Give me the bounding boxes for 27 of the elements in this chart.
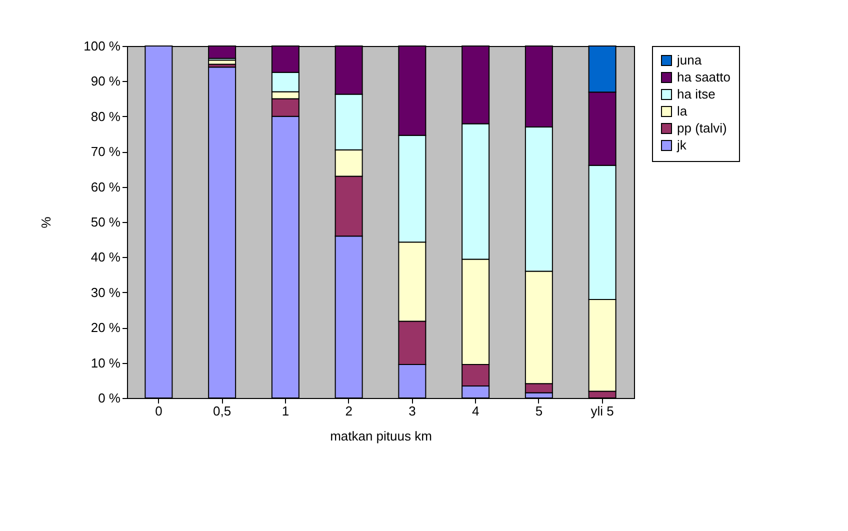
- y-tick-label: 90 %: [90, 74, 121, 89]
- y-tick-label: 60 %: [90, 179, 121, 194]
- legend-label: ha saatto: [677, 70, 730, 84]
- x-tick-label: 0,5: [213, 404, 232, 418]
- x-tick-label: 0: [155, 404, 162, 418]
- x-tick-label: 5: [535, 404, 543, 418]
- legend-label: la: [677, 104, 688, 118]
- y-tick-label: 20 %: [90, 320, 121, 336]
- x-tick-label: 2: [345, 404, 352, 418]
- y-axis-title: %: [38, 216, 54, 228]
- legend-label: juna: [676, 52, 702, 68]
- x-tick-label: 4: [472, 404, 480, 418]
- legend-label: ha itse: [677, 86, 716, 102]
- x-tick-label: yli 5: [590, 404, 614, 418]
- y-tick-label: 100 %: [84, 38, 121, 54]
- legend-label: jk: [676, 138, 687, 152]
- y-tick-label: 10 %: [90, 355, 121, 370]
- x-tick-label: 3: [408, 404, 416, 418]
- y-tick-label: 40 %: [90, 250, 121, 265]
- y-tick-label: 30 %: [90, 284, 121, 300]
- x-tick-label: 1: [282, 404, 290, 418]
- x-axis-title: matkan pituus km: [330, 428, 432, 444]
- y-tick-label: 0 %: [98, 390, 121, 406]
- legend-label: pp (talvi): [677, 120, 727, 136]
- y-tick-label: 80 %: [90, 108, 121, 124]
- y-tick-label: 50 %: [90, 214, 121, 230]
- y-tick-label: 70 %: [90, 144, 121, 160]
